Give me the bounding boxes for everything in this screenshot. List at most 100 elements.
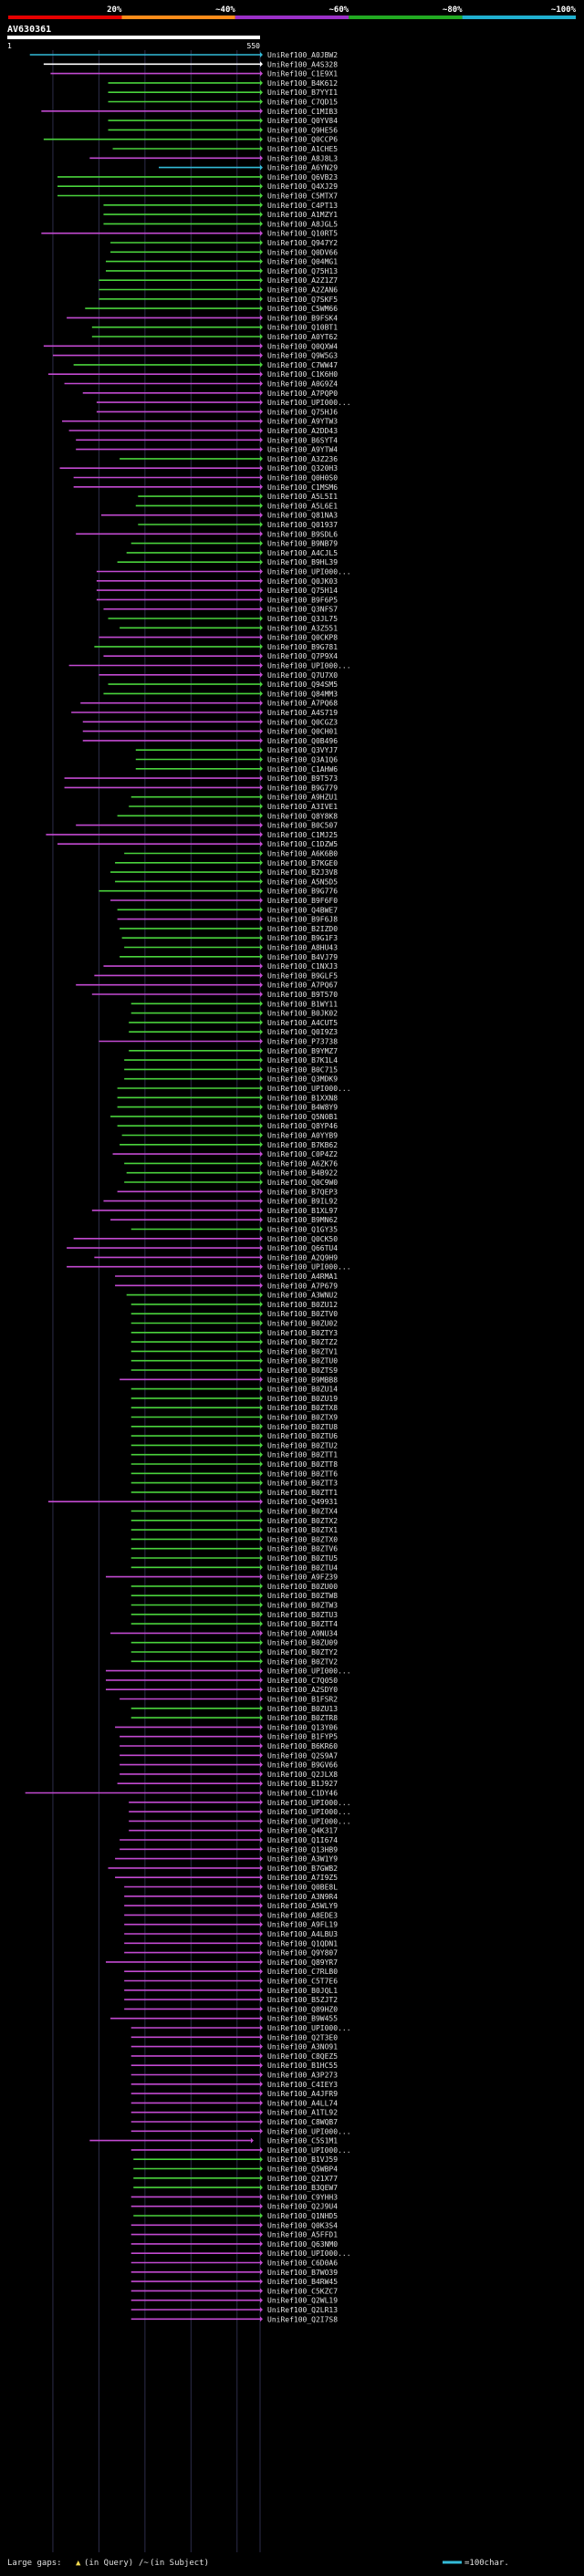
hit-label[interactable]: UniRef100_A2Z1Z7 [267,276,338,285]
hit-label[interactable]: UniRef100_Q3VYJ7 [267,746,338,754]
hit-label[interactable]: UniRef100_UPI000... [267,1817,351,1825]
hit-label[interactable]: UniRef100_A9YTW4 [267,446,338,454]
hit-label[interactable]: UniRef100_B4K612 [267,79,338,88]
hit-label[interactable]: UniRef100_B1HC55 [267,2062,338,2070]
hit-label[interactable]: UniRef100_A3W1Y9 [267,1855,338,1864]
hit-label[interactable]: UniRef100_Q0QXW4 [267,342,338,350]
hit-label[interactable]: UniRef100_C8QEZ5 [267,2052,338,2061]
hit-label[interactable]: UniRef100_UPI000... [267,568,351,576]
hit-label[interactable]: UniRef100_B0ZTU6 [267,1432,338,1440]
hit-label[interactable]: UniRef100_B9MN62 [267,1216,338,1224]
hit-label[interactable]: UniRef100_B0ZTT6 [267,1470,338,1478]
hit-label[interactable]: UniRef100_B0ZU19 [267,1395,338,1403]
hit-label[interactable]: UniRef100_B0ZTV1 [267,1347,338,1356]
hit-label[interactable]: UniRef100_B9T570 [267,991,338,999]
hit-label[interactable]: UniRef100_B0ZTX4 [267,1508,338,1516]
hit-label[interactable]: UniRef100_A9HZU1 [267,794,338,802]
hit-label[interactable]: UniRef100_A4CJL5 [267,549,338,557]
hit-label[interactable]: UniRef100_UPI000... [267,399,351,407]
hit-label[interactable]: UniRef100_Q2LR13 [267,2306,338,2314]
hit-label[interactable]: UniRef100_B9G776 [267,888,338,896]
hit-label[interactable]: UniRef100_Q2J9U4 [267,2203,338,2211]
hit-label[interactable]: UniRef100_Q10RT5 [267,230,338,238]
hit-label[interactable]: UniRef100_B9YMZ7 [267,1047,338,1055]
hit-label[interactable]: UniRef100_B0ZTX0 [267,1535,338,1543]
hit-label[interactable]: UniRef100_A5FFD1 [267,2231,338,2239]
hit-label[interactable]: UniRef100_Q0BE8L [267,1884,338,1892]
hit-label[interactable]: UniRef100_Q7SKF5 [267,296,338,304]
hit-label[interactable]: UniRef100_B7QEP3 [267,1188,338,1196]
hit-label[interactable]: UniRef100_Q0YV84 [267,117,338,125]
hit-label[interactable]: UniRef100_Q13HB9 [267,1845,338,1854]
hit-label[interactable]: UniRef100_A1MZY1 [267,211,338,219]
hit-label[interactable]: UniRef100_B0ZU13 [267,1705,338,1713]
hit-label[interactable]: UniRef100_Q1QDN1 [267,1939,338,1948]
hit-label[interactable]: UniRef100_Q947Y2 [267,239,338,247]
hit-label[interactable]: UniRef100_B1FYP5 [267,1733,338,1741]
hit-label[interactable]: UniRef100_Q89YR7 [267,1958,338,1967]
hit-label[interactable]: UniRef100_C8WQB7 [267,2118,338,2126]
hit-label[interactable]: UniRef100_Q4BWE7 [267,906,338,914]
hit-label[interactable]: UniRef100_B0C507 [267,822,338,830]
hit-label[interactable]: UniRef100_Q9W5G3 [267,352,338,360]
hit-label[interactable]: UniRef100_B0ZTY3 [267,1329,338,1337]
hit-label[interactable]: UniRef100_B0ZTV2 [267,1657,338,1666]
hit-label[interactable]: UniRef100_A9FZ39 [267,1574,338,1582]
hit-label[interactable]: UniRef100_B7K1L4 [267,1056,338,1065]
hit-label[interactable]: UniRef100_C1AHW6 [267,765,338,774]
hit-label[interactable]: UniRef100_A0YT62 [267,333,338,341]
hit-label[interactable]: UniRef100_Q04MG1 [267,258,338,266]
hit-label[interactable]: UniRef100_C1MIB3 [267,108,338,116]
hit-label[interactable]: UniRef100_Q2I7S8 [267,2315,338,2323]
hit-label[interactable]: UniRef100_A8HU43 [267,944,338,952]
hit-label[interactable]: UniRef100_B9F6J8 [267,916,338,924]
hit-label[interactable]: UniRef100_B9IL92 [267,1198,338,1206]
hit-label[interactable]: UniRef100_B0ZU12 [267,1301,338,1309]
hit-label[interactable]: UniRef100_B0ZTX1 [267,1526,338,1534]
hit-label[interactable]: UniRef100_B0ZU02 [267,1320,338,1328]
hit-label[interactable]: UniRef100_Q9Y807 [267,1949,338,1958]
hit-label[interactable]: UniRef100_A9FL19 [267,1921,338,1929]
hit-label[interactable]: UniRef100_B0ZTZ2 [267,1338,338,1346]
hit-label[interactable]: UniRef100_Q2JLX8 [267,1771,338,1779]
hit-label[interactable]: UniRef100_B9W455 [267,2015,338,2023]
hit-label[interactable]: UniRef100_B0ZTU5 [267,1554,338,1563]
hit-label[interactable]: UniRef100_UPI000... [267,2024,351,2032]
hit-label[interactable]: UniRef100_Q3JL75 [267,615,338,623]
hit-label[interactable]: UniRef100_B6KR60 [267,1742,338,1750]
hit-label[interactable]: UniRef100_Q1GY35 [267,1226,338,1234]
hit-label[interactable]: UniRef100_Q49931 [267,1498,338,1506]
hit-label[interactable]: UniRef100_Q89HZ0 [267,2005,338,2013]
hit-label[interactable]: UniRef100_C7QD15 [267,99,338,107]
hit-label[interactable]: UniRef100_C1K6H0 [267,370,338,379]
hit-label[interactable]: UniRef100_C1MJ25 [267,831,338,839]
hit-label[interactable]: UniRef100_B0ZTW8 [267,1592,338,1600]
hit-label[interactable]: UniRef100_B0ZTS9 [267,1366,338,1375]
hit-label[interactable]: UniRef100_C0P4Z2 [267,1150,338,1158]
hit-label[interactable]: UniRef100_B0ZTV6 [267,1545,338,1553]
hit-label[interactable]: UniRef100_B0ZTV0 [267,1310,338,1318]
hit-label[interactable]: UniRef100_A5L6E1 [267,502,338,510]
hit-label[interactable]: UniRef100_B0ZTR8 [267,1714,338,1722]
hit-label[interactable]: UniRef100_C4PT13 [267,202,338,210]
hit-label[interactable]: UniRef100_UPI000... [267,662,351,670]
hit-label[interactable]: UniRef100_B1VJ59 [267,2155,338,2164]
hit-label[interactable]: UniRef100_A2ZAN6 [267,286,338,295]
hit-label[interactable]: UniRef100_Q0CK50 [267,1235,338,1243]
hit-label[interactable]: UniRef100_B4RW45 [267,2278,338,2286]
hit-label[interactable]: UniRef100_Q21X77 [267,2175,338,2183]
hit-label[interactable]: UniRef100_B7YYI1 [267,88,338,97]
hit-label[interactable]: UniRef100_Q0B496 [267,737,338,745]
hit-label[interactable]: UniRef100_Q94SM5 [267,680,338,689]
hit-label[interactable]: UniRef100_Q0CCP6 [267,136,338,144]
hit-label[interactable]: UniRef100_C9YHH3 [267,2193,338,2201]
hit-label[interactable]: UniRef100_Q0CGZ3 [267,718,338,726]
hit-label[interactable]: UniRef100_B9G781 [267,643,338,651]
hit-label[interactable]: UniRef100_B7KB62 [267,1141,338,1149]
hit-label[interactable]: UniRef100_B0ZTX2 [267,1517,338,1525]
hit-label[interactable]: UniRef100_B0ZTW3 [267,1602,338,1610]
hit-label[interactable]: UniRef100_B0ZTT3 [267,1480,338,1488]
hit-label[interactable]: UniRef100_B7GWB2 [267,1864,338,1873]
hit-label[interactable]: UniRef100_C6D0A6 [267,2259,338,2268]
hit-label[interactable]: UniRef100_UPI000... [267,1085,351,1093]
